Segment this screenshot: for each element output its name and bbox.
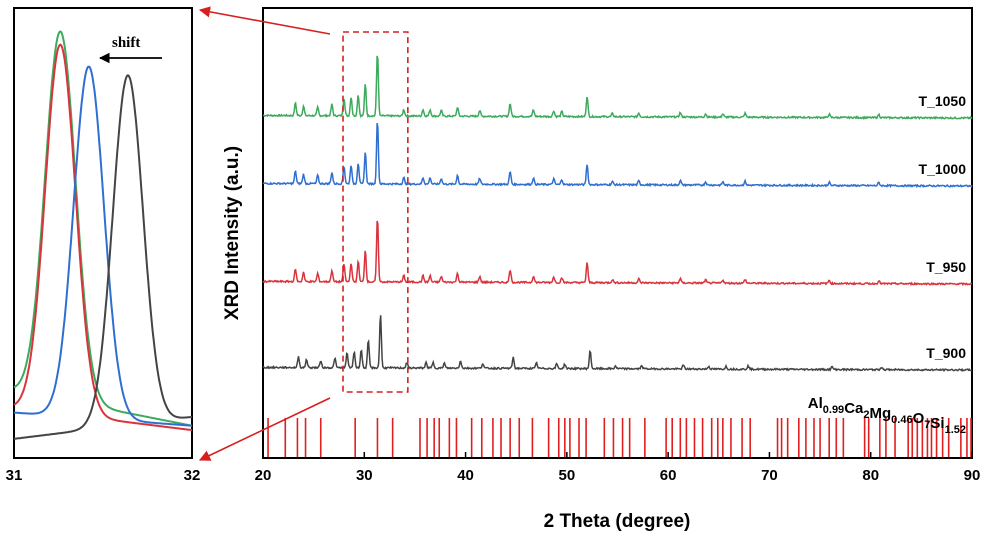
x-tick-label-80: 80 <box>862 467 879 484</box>
series-line-t-900 <box>262 315 973 372</box>
inset-series-line-t-1000 <box>14 65 192 427</box>
inset-x-tick-label-31: 31 <box>6 467 23 484</box>
inset-series-line-t-1050 <box>13 30 193 427</box>
inset-x-tick-label-32: 32 <box>184 467 201 484</box>
x-tick-label-30: 30 <box>356 467 373 484</box>
x-tick-label-90: 90 <box>964 467 981 484</box>
reference-formula: Al0.99Ca2Mg0.46O7Si1.52 <box>808 395 966 436</box>
formula-element: O <box>913 410 925 427</box>
series-label-t-1000: T_1000 <box>919 161 967 177</box>
y-axis-title: XRD Intensity (a.u.) <box>222 146 243 320</box>
x-tick-label-70: 70 <box>761 467 778 484</box>
formula-subscript: 0.46 <box>891 414 912 426</box>
inset-chart: 31 32 shift <box>6 7 201 484</box>
shift-label: shift <box>112 35 140 51</box>
zoom-arrow-bottom <box>198 397 331 461</box>
formula-element: Al <box>808 395 823 412</box>
x-tick-label-50: 50 <box>559 467 576 484</box>
series-label-t-950: T_950 <box>926 259 966 275</box>
x-tick-label-40: 40 <box>457 467 474 484</box>
series-line-t-950 <box>262 220 972 287</box>
inset-series-line-t-950 <box>13 43 193 432</box>
formula-element: Ca <box>844 400 864 417</box>
highlight-box <box>342 31 409 393</box>
formula-subscript: 0.99 <box>823 404 844 416</box>
inset-series-line-t-900 <box>13 74 193 440</box>
x-tick-label-60: 60 <box>660 467 677 484</box>
formula-element: Si <box>930 415 944 432</box>
inset-plot-frame <box>13 7 193 459</box>
formula-subscript: 2 <box>863 409 869 421</box>
series-line-t-1050 <box>262 55 973 120</box>
series-label-t-900: T_900 <box>926 345 966 361</box>
formula-subscript: 1.52 <box>945 424 966 436</box>
zoom-arrow-top <box>198 6 331 35</box>
series-line-t-1000 <box>262 122 973 189</box>
formula-subscript: 7 <box>924 419 930 431</box>
main-plot-frame <box>262 7 973 459</box>
x-tick-label-20: 20 <box>255 467 272 484</box>
formula-element: Mg <box>870 405 892 422</box>
series-label-t-1050: T_1050 <box>919 93 967 109</box>
x-axis-title: 2 Theta (degree) <box>544 511 691 532</box>
